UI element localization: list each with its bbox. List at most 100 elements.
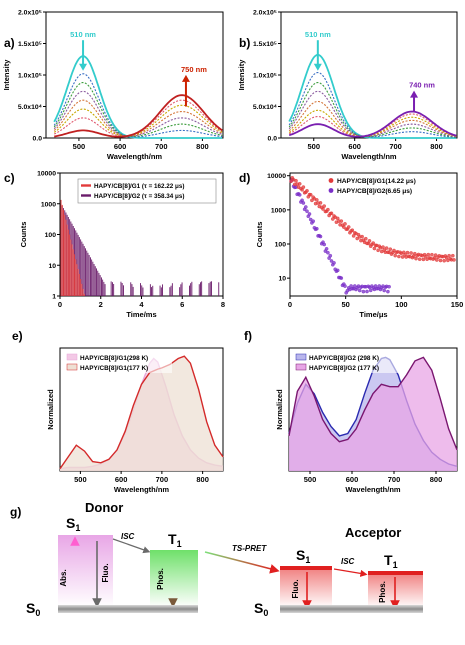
chart-d-decay-us: 0 50 100 150 Time/μs 10 100 1000 10000 Counts HAPY… — [255, 172, 464, 319]
decay-point-d-1-1198 — [421, 257, 426, 262]
y-tick-label-c-1: 10 — [48, 263, 56, 270]
x-tick-label-d-3: 150 — [451, 300, 464, 309]
decay-point-d-1-1132 — [414, 256, 418, 261]
y-tick-label-c-4: 10000 — [37, 171, 56, 178]
decay-bar-c-0-87 — [77, 234, 79, 296]
y-tick-label-d-0: 10 — [278, 276, 286, 283]
annotation-arrowhead-a-0 — [79, 63, 88, 71]
decay-point-d-0-340 — [326, 250, 330, 255]
decay-point-d-1-1429 — [447, 253, 451, 258]
decay-bar-c-0-123 — [85, 248, 86, 296]
decay-bar-c-1-75 — [75, 259, 77, 296]
decay-bar-c-0-405 — [142, 287, 144, 296]
decay-bar-c-0-537 — [169, 287, 171, 296]
donor-title: Donor — [85, 500, 123, 515]
x-tick-label-c-4: 8 — [221, 300, 225, 309]
x-tick-label-d-1: 50 — [341, 300, 349, 309]
x-tick-label-c-2: 4 — [139, 300, 144, 309]
legend-box-f — [293, 351, 401, 373]
energy-diagram: Donor Acceptor S1 T1 ISC Abs. Fluo. Phos… — [26, 500, 423, 618]
annotation-arrowhead-b-0 — [313, 63, 322, 71]
fluo-label-donor: Fluo. — [101, 563, 110, 582]
decay-point-d-0-362 — [328, 253, 333, 258]
decay-bar-c-0-189 — [98, 272, 100, 296]
decay-bar-c-0-93 — [78, 237, 80, 296]
x-tick-label-b-0: 500 — [307, 142, 320, 151]
decay-bar-c-0-99 — [80, 239, 82, 296]
decay-bar-c-0-735 — [209, 281, 211, 296]
area-fill-e-1 — [60, 356, 223, 471]
legend-swatch-e-0 — [66, 353, 78, 361]
x-tick-label-e-3: 800 — [196, 475, 209, 484]
decay-point-d-0-373 — [329, 259, 334, 263]
x-tick-label-c-3: 6 — [180, 300, 184, 309]
decay-point-d-0-659 — [361, 289, 366, 294]
decay-point-d-1-1385 — [442, 258, 447, 263]
decay-bar-c-1-93 — [78, 274, 80, 296]
legend-label-c-0: HAPY/CB[8]/G1 (τ = 162.22 μs) — [94, 183, 184, 190]
decay-bar-c-0-357 — [132, 286, 134, 296]
acceptor-s1-label: S1 — [296, 547, 310, 565]
decay-bar-c-0-309 — [123, 285, 124, 296]
annotation-b-0: 510 nm — [305, 30, 331, 39]
chart-e-normalized-g1: 500 600 700 800 Wavelength/nm Normalized HAPY/… — [46, 347, 224, 494]
decay-point-d-1-1165 — [417, 257, 422, 262]
decay-bar-c-0-495 — [160, 287, 162, 296]
decay-point-d-1-758 — [372, 246, 377, 251]
annotation-a-0: 510 nm — [70, 30, 96, 39]
acceptor-title: Acceptor — [345, 525, 401, 540]
decay-bar-c-1-9 — [61, 204, 63, 296]
decay-point-d-1-714 — [367, 239, 372, 243]
legend-label-e-1: HAPY/CB[8]/G1(177 K) — [80, 365, 148, 372]
area-line-e-1 — [59, 355, 224, 470]
decay-bar-c-1-15 — [63, 209, 64, 296]
x-tick-label-f-3: 800 — [430, 475, 443, 484]
y-tick-label-c-3: 1000 — [41, 201, 56, 208]
decay-bar-c-1-87 — [77, 269, 79, 296]
decay-bar-c-0-729 — [208, 283, 210, 296]
decay-bar-c-0-741 — [211, 281, 212, 296]
annotation-arrowhead-a-1 — [181, 74, 190, 82]
decay-point-d-0-307 — [322, 242, 327, 247]
panel-label-c: c) — [4, 171, 15, 185]
decay-point-d-0-241 — [314, 226, 319, 231]
decay-bar-c-0-543 — [170, 285, 172, 296]
acceptor-s1-level — [280, 568, 332, 608]
decay-bar-c-1-57 — [71, 244, 73, 296]
decay-point-d-1-747 — [371, 241, 376, 245]
decay-point-d-0-582 — [352, 284, 357, 288]
legend-swatch-f-1 — [295, 363, 307, 371]
y-tick-label-c-2: 100 — [45, 232, 57, 239]
legend-box-c — [77, 178, 217, 204]
annotation-b-1: 740 nm — [409, 81, 435, 90]
decay-bar-c-0-351 — [131, 284, 133, 296]
decay-point-d-1-945 — [393, 253, 398, 258]
panel-label-b: b) — [239, 36, 250, 50]
decay-bar-c-0-183 — [97, 270, 99, 296]
area-fill-f-1 — [289, 357, 457, 471]
decay-bar-c-0-213 — [103, 281, 105, 296]
spectrum-line-b-2 — [288, 82, 457, 138]
decay-bar-c-0-453 — [152, 285, 154, 296]
decay-bar-c-0-219 — [104, 284, 106, 296]
decay-point-d-1-384 — [330, 217, 335, 221]
decay-point-d-1-87 — [297, 181, 302, 186]
legend-label-f-0: HAPY/CB[8]/G2 (298 K) — [309, 355, 379, 362]
decay-bar-c-1-111 — [82, 288, 84, 296]
ts-pret-label: TS-PRET — [232, 544, 267, 553]
decay-bar-c-1-27 — [65, 219, 67, 296]
decay-point-d-0-120 — [301, 201, 306, 205]
spectrum-line-a-4 — [53, 99, 223, 137]
decay-bar-c-0-549 — [171, 283, 173, 296]
decay-point-d-0-879 — [386, 289, 390, 294]
decay-point-d-0-329 — [324, 246, 329, 251]
s0-label-right: S0 — [254, 600, 268, 618]
decay-point-d-0-274 — [318, 234, 323, 239]
decay-point-d-1-978 — [397, 254, 401, 259]
decay-point-d-1-120 — [301, 185, 306, 189]
spectrum-line-b-5 — [288, 109, 457, 137]
decay-point-d-1-527 — [346, 225, 351, 229]
decay-point-d-1-835 — [381, 245, 385, 249]
decay-point-d-0-153 — [305, 209, 309, 213]
x-tick-label-b-2: 700 — [389, 142, 402, 151]
